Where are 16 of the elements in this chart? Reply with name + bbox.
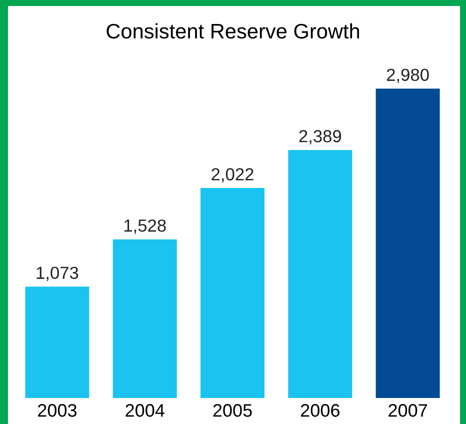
data-label: 1,073 [36,266,78,282]
x-tick-label: 2006 [300,404,340,417]
data-label: 2,389 [299,130,342,144]
data-label: 2,980 [386,68,429,84]
chart-title: Consistent Reserve Growth [106,23,360,39]
x-tick-label: 2004 [126,404,164,417]
data-label: 1,528 [124,219,166,234]
data-label: 2,022 [212,168,254,183]
bar [200,188,264,398]
x-tick-label: 2003 [38,404,76,417]
x-tick-label: 2005 [213,404,252,417]
bar [112,239,177,398]
bar [376,88,440,398]
bar [288,150,352,398]
x-tick-label: 2007 [388,404,427,417]
bar [25,286,90,398]
